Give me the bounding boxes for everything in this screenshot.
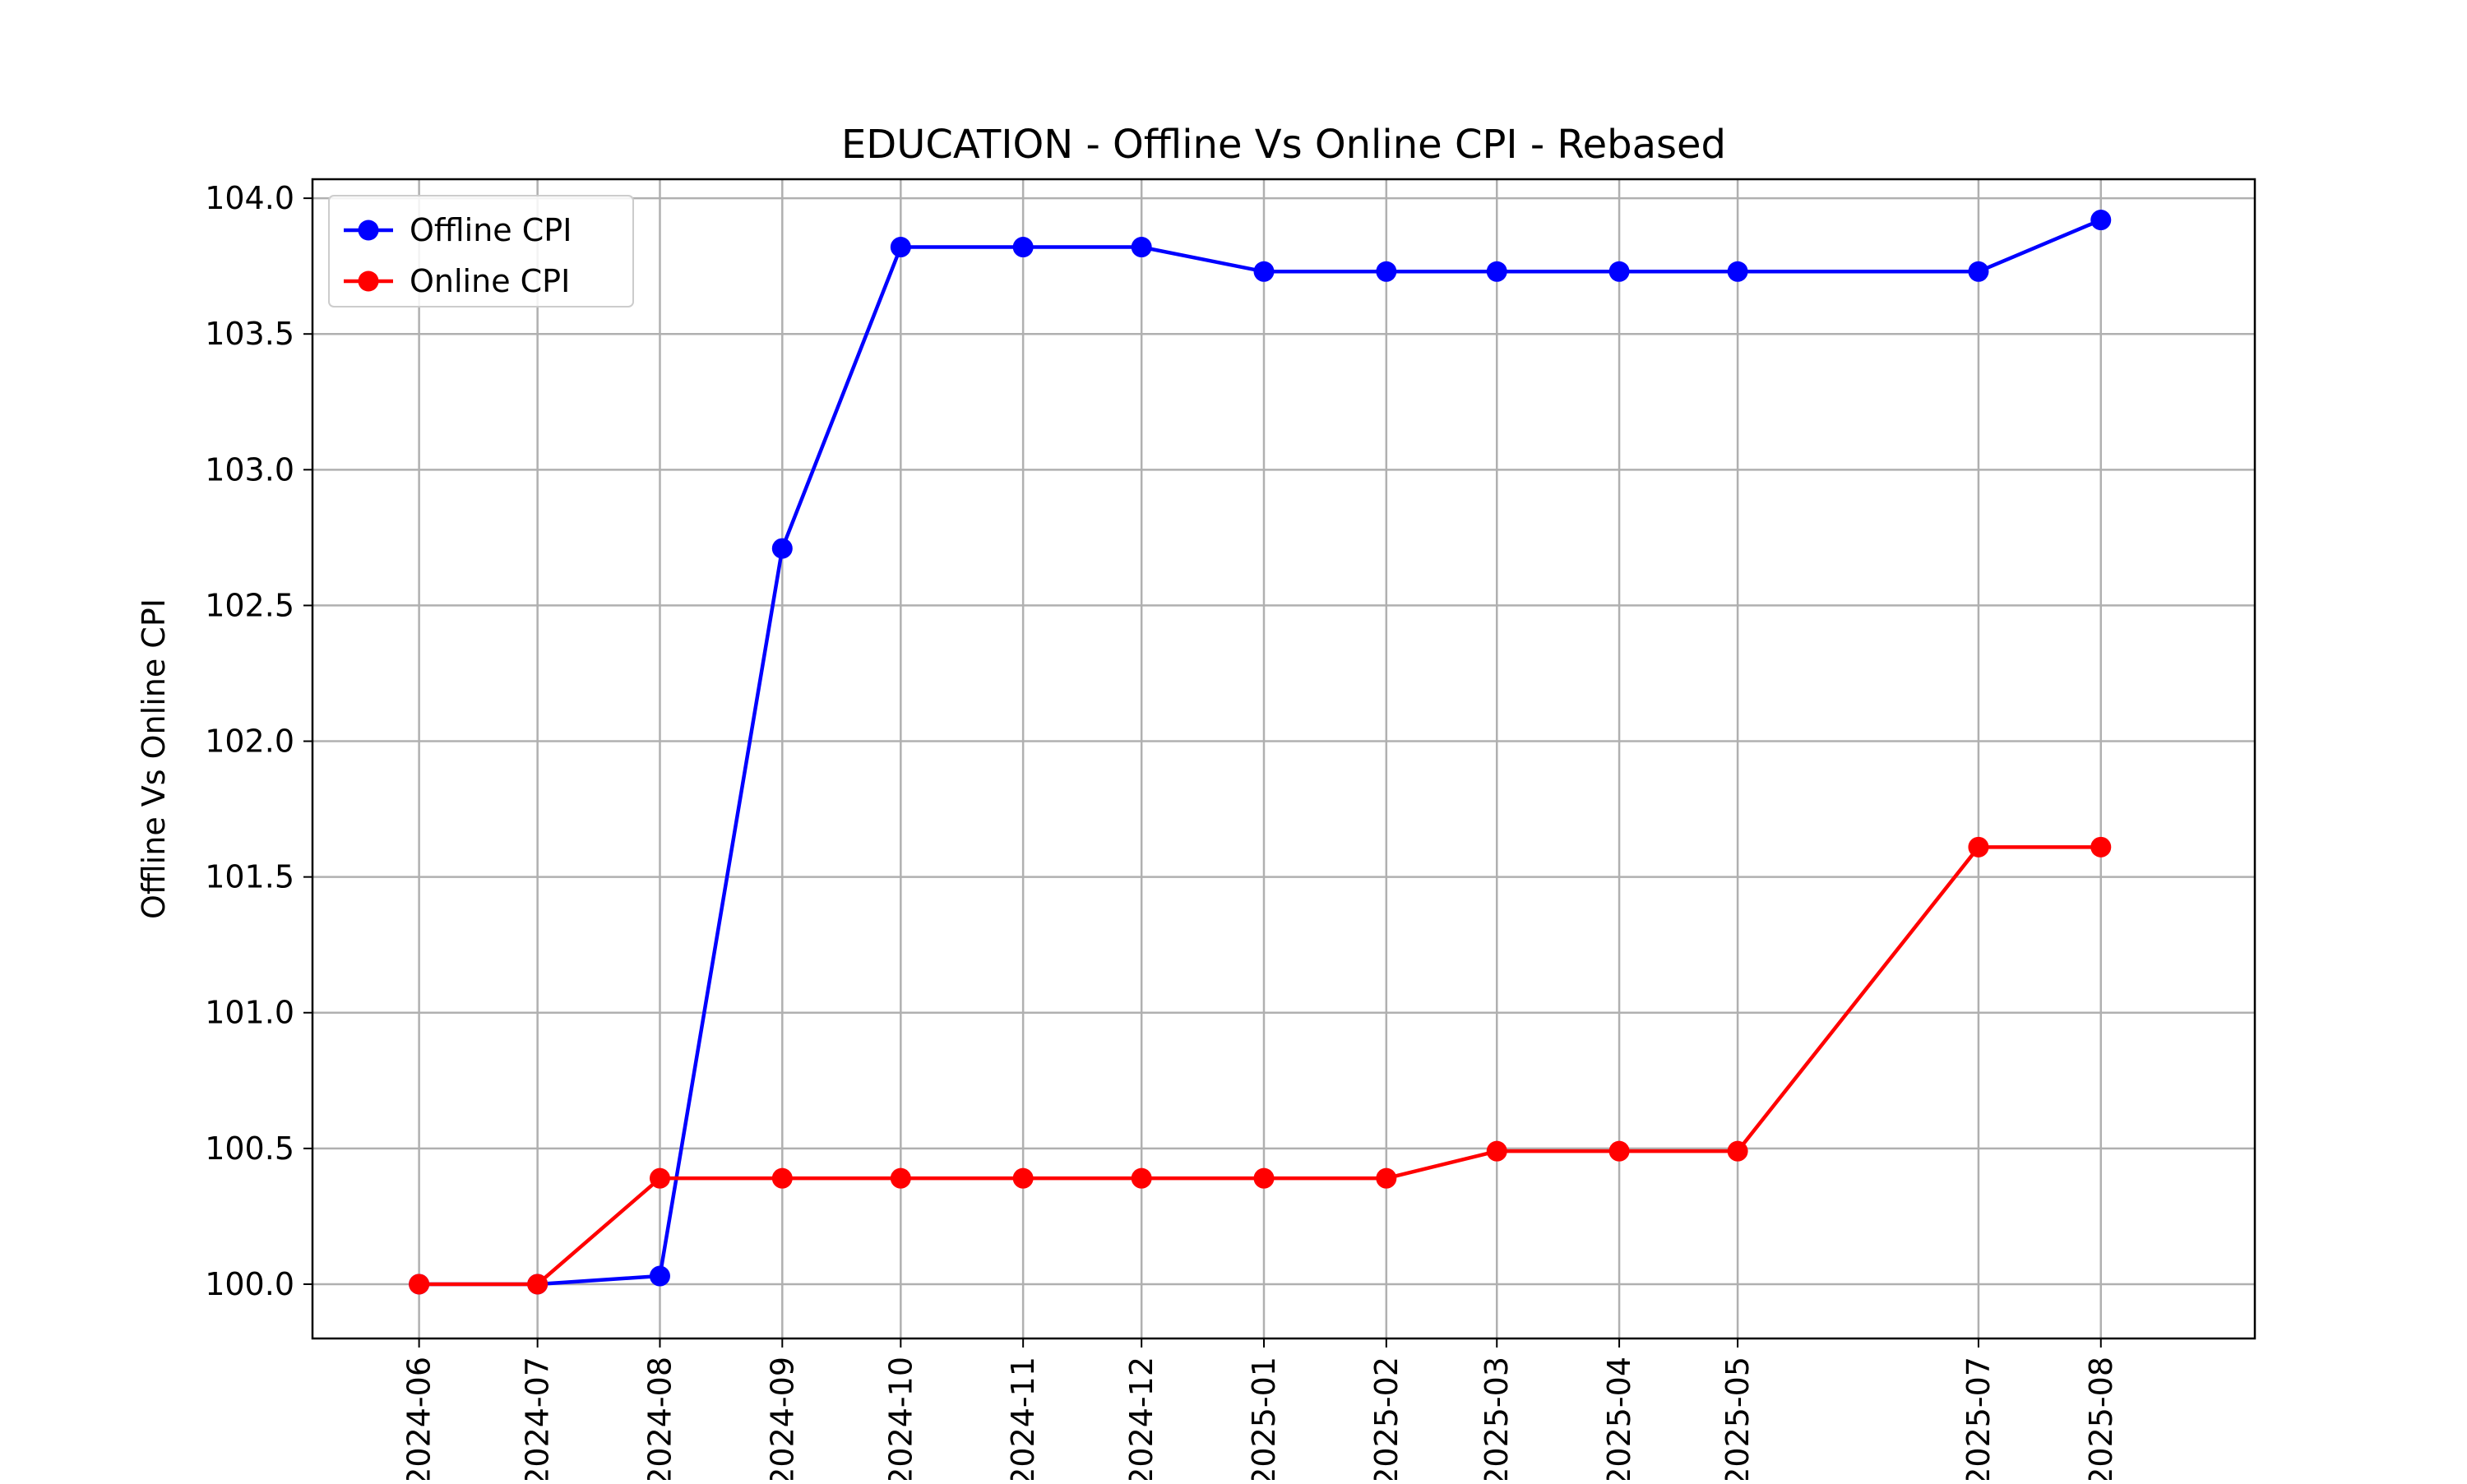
data-point <box>1727 261 1748 282</box>
y-tick-label: 101.0 <box>205 995 294 1031</box>
legend-marker <box>358 220 379 241</box>
data-point <box>1727 1140 1748 1162</box>
data-point <box>1968 836 1989 858</box>
data-point <box>2090 836 2112 858</box>
x-tick-label: 2025-02 <box>1368 1357 1405 1480</box>
legend-label: Offline CPI <box>410 212 572 248</box>
data-point <box>890 1167 911 1189</box>
y-tick-label: 100.5 <box>205 1130 294 1167</box>
x-tick-label: 2024-07 <box>520 1357 556 1480</box>
data-point <box>1608 261 1630 282</box>
data-point <box>1608 1140 1630 1162</box>
data-point <box>1012 1167 1034 1189</box>
series-line <box>419 218 2102 1287</box>
x-tick-label: 2024-12 <box>1123 1357 1159 1480</box>
x-tick-label: 2025-03 <box>1479 1357 1515 1480</box>
y-tick-label: 103.0 <box>205 451 294 488</box>
x-tick-label: 2025-07 <box>1960 1357 1997 1480</box>
data-point <box>1253 261 1275 282</box>
x-tick-label: 2025-04 <box>1601 1357 1637 1480</box>
series-layer <box>409 210 2112 1295</box>
x-tick-label: 2025-05 <box>1719 1357 1756 1480</box>
data-point <box>527 1274 548 1295</box>
data-point <box>1376 1167 1397 1189</box>
data-point <box>1486 261 1507 282</box>
x-tick-label: 2024-11 <box>1005 1357 1041 1480</box>
axes: 100.0 100.5 101.0 101.5 102.0 102.5 103.0 103.5… <box>205 180 2119 1484</box>
y-tick-label: 104.0 <box>205 180 294 216</box>
data-point <box>1968 261 1989 282</box>
x-tick-label: 2024-09 <box>764 1357 800 1480</box>
x-tick-label: 2025-01 <box>1246 1357 1282 1480</box>
x-tick-label: 2025-08 <box>2083 1357 2119 1480</box>
series-2 <box>409 836 2112 1295</box>
data-point <box>1131 1167 1152 1189</box>
y-tick-label: 102.5 <box>205 587 294 623</box>
y-tick-label: 100.0 <box>205 1266 294 1302</box>
data-point <box>1376 261 1397 282</box>
data-point <box>1012 237 1034 258</box>
data-point <box>890 237 911 258</box>
legend: Offline CPI Online CPI <box>328 195 634 307</box>
series-line <box>419 845 2101 1287</box>
data-point <box>1486 1140 1507 1162</box>
data-point <box>649 1167 670 1189</box>
y-axis-label: Offline Vs Online CPI <box>136 599 172 919</box>
chart-title: EDUCATION - Offline Vs Online CPI - Reba… <box>841 122 1726 168</box>
legend-marker <box>358 270 379 292</box>
data-point <box>1253 1167 1275 1189</box>
x-tick-label: 2024-06 <box>401 1357 437 1480</box>
data-point <box>771 538 793 559</box>
data-point <box>2090 210 2112 231</box>
data-point <box>649 1265 670 1287</box>
x-tick-label: 2024-08 <box>641 1357 678 1480</box>
legend-label: Online CPI <box>410 263 570 299</box>
data-point <box>771 1167 793 1189</box>
y-tick-label: 101.5 <box>205 859 294 895</box>
y-tick-label: 102.0 <box>205 724 294 760</box>
x-tick-label: 2024-10 <box>882 1357 919 1480</box>
data-point <box>1131 237 1152 258</box>
data-point <box>409 1274 430 1295</box>
legend-box <box>328 195 634 307</box>
plot-frame <box>311 178 2256 1340</box>
y-tick-label: 103.5 <box>205 316 294 352</box>
